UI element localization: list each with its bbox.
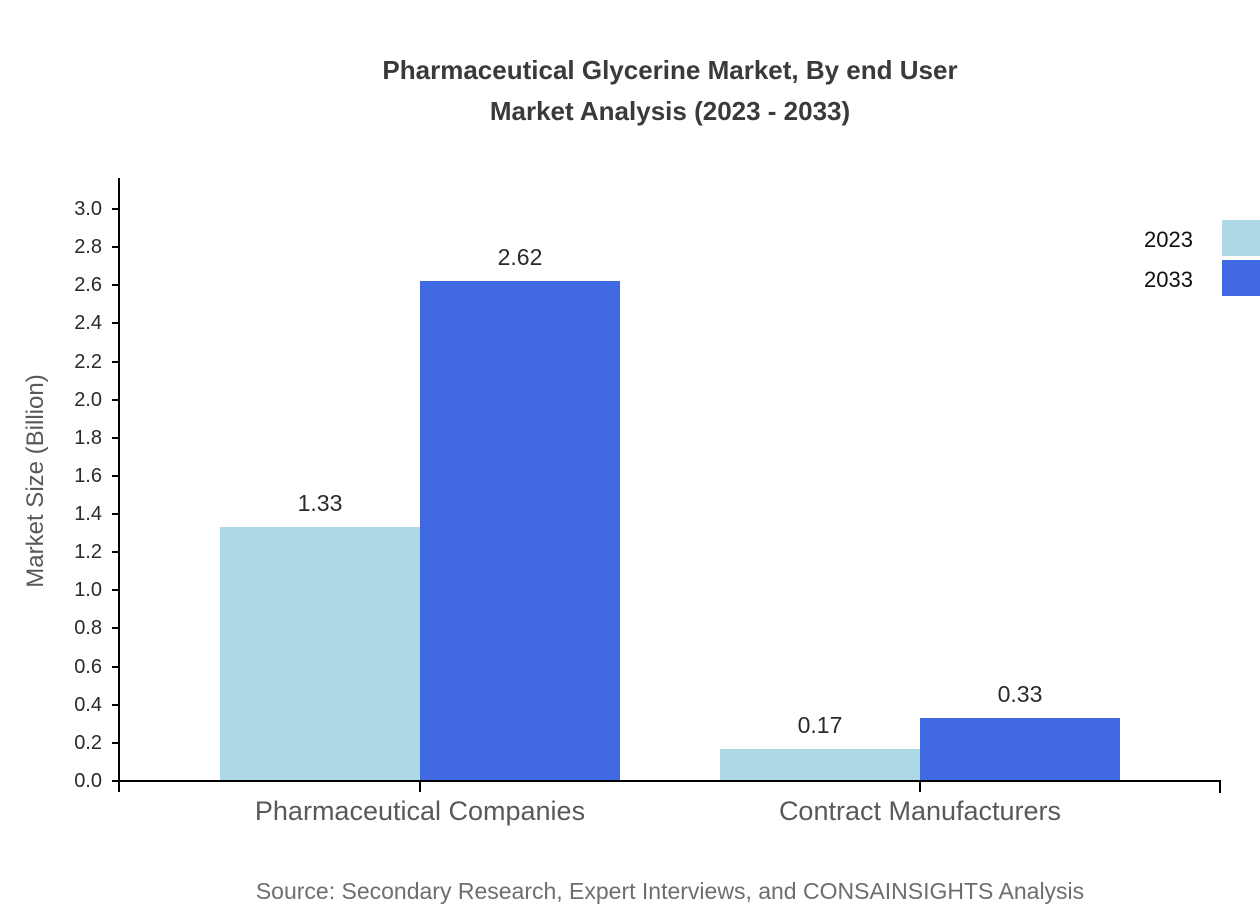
- y-tick-mark: [112, 246, 120, 249]
- y-tick-mark: [112, 284, 120, 287]
- y-tick-label: 2.4: [74, 312, 102, 335]
- source-note: Source: Secondary Research, Expert Inter…: [255, 878, 1085, 904]
- y-tick-label: 1.8: [74, 426, 102, 449]
- legend-swatch-2033: [1222, 260, 1260, 296]
- x-axis-line: [118, 780, 1221, 782]
- chart-title-line2: Market Analysis (2023 - 2033): [489, 96, 851, 126]
- legend-label-2033: 2033: [1144, 267, 1193, 292]
- y-tick-label: 2.6: [74, 274, 102, 297]
- y-tick-mark: [112, 360, 120, 363]
- y-tick-mark: [112, 322, 120, 325]
- y-tick-label: 2.0: [74, 388, 102, 411]
- y-tick-label: 3.0: [74, 198, 102, 220]
- bar-value-label: 2.62: [497, 244, 543, 271]
- legend-swatch-2023: [1222, 220, 1260, 256]
- y-tick-label: 2.8: [74, 236, 102, 259]
- y-tick-mark: [112, 208, 120, 210]
- y-tick-mark: [112, 474, 120, 477]
- bar-2033-0: [420, 281, 620, 781]
- chart-title-line1: Pharmaceutical Glycerine Market, By end …: [382, 55, 958, 85]
- y-tick-mark: [112, 551, 120, 554]
- y-tick-mark: [112, 589, 120, 592]
- y-tick-label: 1.4: [74, 503, 102, 526]
- y-tick-mark: [112, 627, 120, 630]
- y-tick-mark: [112, 780, 120, 782]
- y-tick-mark: [112, 398, 120, 401]
- x-axis-label-0: Pharmaceutical Companies: [254, 796, 586, 826]
- bar-value-label: 1.33: [297, 490, 343, 517]
- y-tick-label: 0.4: [74, 693, 102, 716]
- y-tick-mark: [112, 665, 120, 668]
- y-tick-mark: [112, 703, 120, 706]
- legend-label-2023: 2023: [1144, 227, 1193, 252]
- bar-2023-1: [720, 748, 920, 781]
- y-tick-label: 0.0: [74, 770, 102, 792]
- y-tick-label: 0.6: [74, 655, 102, 678]
- y-tick-mark: [112, 436, 120, 439]
- x-axis-label-1: Contract Manufacturers: [778, 796, 1062, 826]
- y-axis-line: [118, 178, 120, 792]
- bar-2033-1: [920, 718, 1120, 781]
- y-tick-label: 1.6: [74, 464, 102, 487]
- y-tick-label: 0.8: [74, 617, 102, 640]
- x-tick-mark: [919, 781, 921, 792]
- y-tick-label: 1.0: [74, 579, 102, 602]
- bar-2023-0: [220, 527, 420, 781]
- chart-title: Pharmaceutical Glycerine Market, By end …: [80, 50, 1260, 132]
- y-tick-mark: [112, 741, 120, 744]
- bar-value-label: 0.33: [997, 681, 1043, 708]
- y-tick-label: 2.2: [74, 350, 102, 373]
- x-axis-end-tick: [1219, 780, 1221, 793]
- y-tick-label: 0.2: [74, 731, 102, 754]
- y-tick-label: 1.2: [74, 541, 102, 564]
- y-tick-mark: [112, 513, 120, 516]
- bar-value-label: 0.17: [797, 711, 843, 738]
- x-tick-mark: [419, 781, 421, 792]
